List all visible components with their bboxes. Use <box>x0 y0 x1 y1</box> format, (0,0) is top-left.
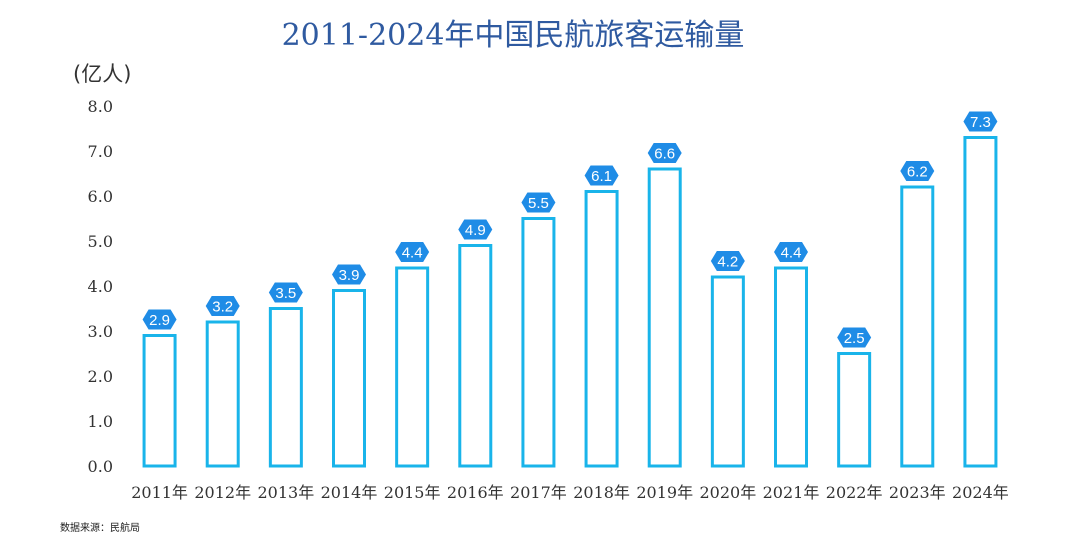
data-label: 7.3 <box>970 114 991 131</box>
bar <box>268 307 303 468</box>
x-tick-label: 2016年 <box>447 483 504 502</box>
x-tick-label: 2021年 <box>763 483 820 502</box>
x-tick-label: 2012年 <box>194 483 251 502</box>
y-axis-unit-label: (亿人) <box>73 62 131 86</box>
y-axis-ticks: 0.0 1.0 2.0 3.0 4.0 5.0 6.0 7.0 8.0 <box>88 97 113 476</box>
bar <box>332 289 366 468</box>
y-tick-label: 3.0 <box>88 322 113 341</box>
bar <box>142 334 177 468</box>
x-tick-label: 2022年 <box>826 483 883 502</box>
data-label-badge <box>963 111 998 132</box>
y-tick-label: 7.0 <box>88 142 113 161</box>
data-label-badge <box>268 282 303 303</box>
data-label: 3.2 <box>212 299 233 316</box>
data-label: 6.1 <box>591 168 612 185</box>
y-tick-label: 8.0 <box>88 97 113 116</box>
bar <box>584 190 619 468</box>
data-label: 4.4 <box>781 245 802 262</box>
data-label-badge <box>647 143 682 163</box>
data-label: 3.9 <box>339 267 360 284</box>
data-label-badge <box>205 296 240 316</box>
x-tick-label: 2017年 <box>510 483 567 502</box>
data-label: 5.5 <box>528 195 549 212</box>
source-note: 数据来源：民航局 <box>60 521 140 534</box>
data-label-badge <box>521 192 556 213</box>
y-tick-label: 4.0 <box>88 277 113 296</box>
y-tick-label: 0.0 <box>88 457 113 476</box>
data-label-badge <box>142 309 177 330</box>
data-label: 2.5 <box>844 330 865 347</box>
data-label-badge <box>395 242 430 262</box>
x-axis-ticks: 2011年 2012年 2013年 2014年 2015年 2016年 2017年 2018年… <box>131 483 1009 502</box>
data-label-badge <box>837 327 872 348</box>
data-label: 3.5 <box>275 285 296 302</box>
bar <box>837 352 872 468</box>
bar <box>647 167 682 468</box>
data-label: 6.2 <box>907 164 928 181</box>
y-tick-label: 1.0 <box>88 412 113 431</box>
bar <box>963 136 998 468</box>
x-tick-label: 2015年 <box>384 483 441 502</box>
data-label-badge <box>710 251 745 271</box>
y-tick-label: 6.0 <box>88 187 113 206</box>
data-label-badge <box>900 161 935 181</box>
bar <box>205 320 240 468</box>
data-label: 6.6 <box>654 146 675 163</box>
bar <box>710 275 745 468</box>
data-label: 4.2 <box>717 254 738 271</box>
bar <box>521 217 556 468</box>
x-tick-label: 2019年 <box>636 483 693 502</box>
bar <box>900 185 935 468</box>
bar <box>458 244 493 468</box>
x-tick-label: 2024年 <box>952 483 1009 502</box>
data-label-badge <box>332 264 366 285</box>
data-label-badge <box>458 219 493 240</box>
data-label: 4.9 <box>465 222 486 239</box>
x-tick-label: 2014年 <box>321 483 378 502</box>
y-tick-label: 5.0 <box>88 232 113 251</box>
data-label: 2.9 <box>149 312 170 329</box>
x-tick-label: 2013年 <box>257 483 314 502</box>
x-tick-label: 2023年 <box>889 483 946 502</box>
x-tick-label: 2020年 <box>699 483 756 502</box>
data-label: 4.4 <box>402 245 423 262</box>
y-tick-label: 2.0 <box>88 367 113 386</box>
bars: 2.9 3.2 3.5 3.9 4.4 4.9 5.5 6.1 6.6 4.2 4.4 2.5 6.2 7… <box>142 111 998 468</box>
data-label-badge <box>774 242 808 262</box>
x-tick-label: 2011年 <box>131 483 188 502</box>
chart-title: 2011-2024年中国民航旅客运输量 <box>282 18 745 53</box>
bar <box>774 266 808 468</box>
x-tick-label: 2018年 <box>573 483 630 502</box>
bar <box>395 266 430 468</box>
data-label-badge <box>584 165 619 186</box>
